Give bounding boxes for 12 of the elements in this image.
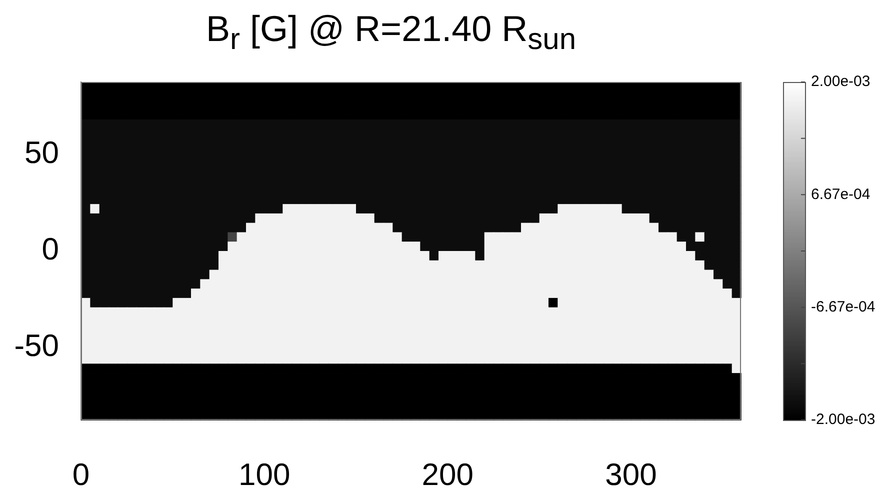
x-tick-label: 100 <box>238 457 290 492</box>
color-bar-label: 2.00e-03 <box>811 73 870 90</box>
color-bar-label: -2.00e-03 <box>811 411 876 428</box>
y-tick-label: 50 <box>24 134 59 170</box>
x-tick-label: 200 <box>422 457 474 492</box>
y-tick-label: -50 <box>14 328 59 364</box>
color-bar-label: 6.67e-04 <box>811 186 870 203</box>
chart-title: B$_{r}$ [G] @ R=21.40 R$_{sun}$ <box>204 8 578 58</box>
x-tick-label: 0 <box>72 457 90 492</box>
color-bar-label: -6.67e-04 <box>811 298 876 316</box>
x-tick-label: 300 <box>605 457 657 492</box>
y-tick-label: 0 <box>42 232 59 267</box>
